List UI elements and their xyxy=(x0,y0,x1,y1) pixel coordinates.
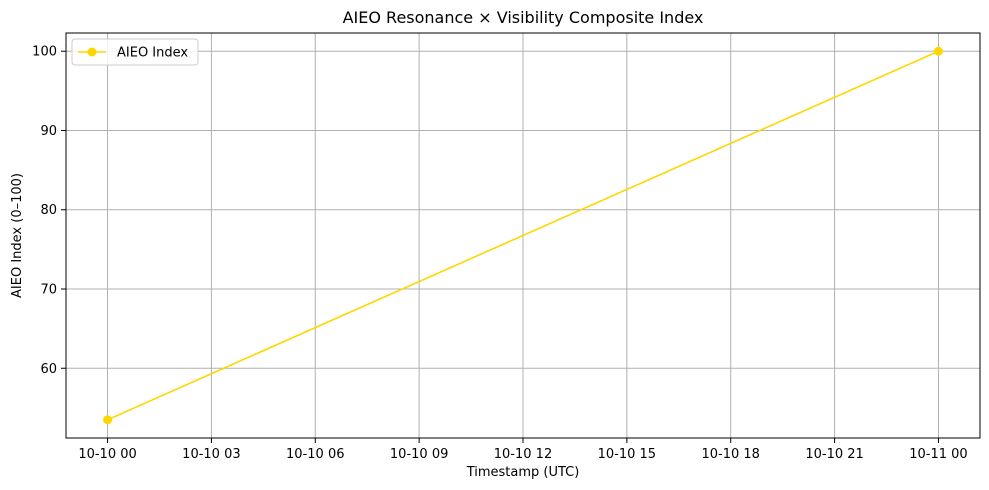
x-tick-label: 10-10 03 xyxy=(182,447,240,462)
x-tick-label: 10-10 21 xyxy=(805,447,863,462)
x-tick-label: 10-10 06 xyxy=(286,447,344,462)
series-layer xyxy=(103,46,943,425)
x-tick-label: 10-10 15 xyxy=(598,447,656,462)
legend-label: AIEO Index xyxy=(117,46,188,61)
legend-box xyxy=(71,38,199,66)
legend: AIEO Index xyxy=(71,38,199,66)
y-tick-label: 60 xyxy=(40,362,57,377)
y-tick-label: 70 xyxy=(40,282,57,297)
legend-marker-swatch xyxy=(87,47,97,57)
y-tick-label: 80 xyxy=(40,203,57,218)
y-tick-label: 90 xyxy=(40,124,57,139)
y-axis: 60 70 80 90 100 xyxy=(32,45,66,377)
x-tick-label: 10-11 00 xyxy=(909,447,967,462)
y-axis-label: AIEO Index (0–100) xyxy=(10,173,25,298)
x-axis-label: Timestamp (UTC) xyxy=(466,465,580,480)
chart-title: AIEO Resonance × Visibility Composite In… xyxy=(343,8,704,27)
grid xyxy=(66,33,980,438)
series-line xyxy=(107,50,939,421)
x-tick-label: 10-10 18 xyxy=(702,447,760,462)
x-tick-label: 10-10 12 xyxy=(494,447,552,462)
x-axis: 10-10 00 10-10 03 10-10 06 10-10 09 10-10 12… xyxy=(78,438,968,462)
x-tick-label: 10-10 09 xyxy=(390,447,448,462)
y-tick-label: 100 xyxy=(32,45,57,60)
x-tick-label: 10-10 00 xyxy=(78,447,136,462)
data-point xyxy=(933,46,943,56)
data-point xyxy=(103,415,113,425)
